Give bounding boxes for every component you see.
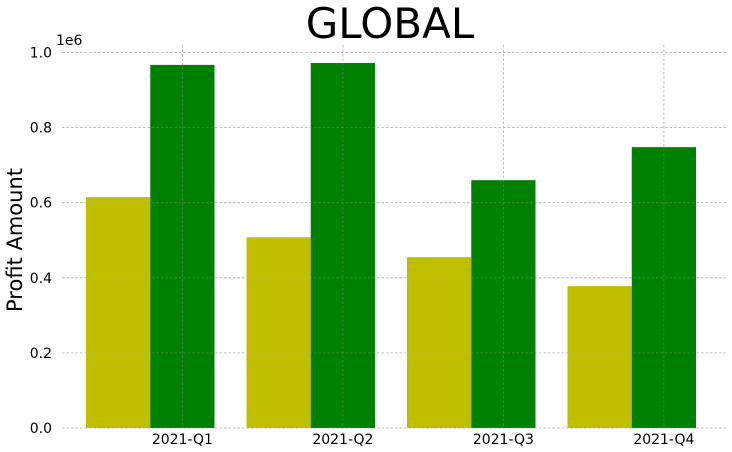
y-tick-label: 1.0 [30, 46, 52, 62]
bar-2021-Q2-series-1 [246, 237, 311, 428]
bar-2021-Q2-series-2 [310, 63, 375, 428]
x-tick-label: 2021-Q4 [633, 432, 694, 448]
y-tick-label: 0.4 [30, 271, 52, 287]
y-tick-label: 0.6 [30, 196, 52, 212]
bars [62, 45, 726, 429]
bar-2021-Q4-series-1 [567, 286, 632, 428]
x-tick-label: 2021-Q3 [473, 432, 534, 448]
x-axis-ticks: 2021-Q1 2021-Q2 2021-Q3 2021-Q4 [152, 432, 695, 448]
y-axis-ticks: 0.0 0.2 0.4 0.6 0.8 1.0 [30, 46, 52, 437]
y-tick-label: 0.0 [30, 421, 52, 437]
bar-2021-Q3-series-2 [471, 180, 536, 428]
bar-2021-Q1-series-1 [86, 197, 151, 428]
y-tick-label: 0.8 [30, 121, 52, 137]
bar-2021-Q1-series-2 [150, 64, 215, 429]
y-axis-offset-label: 1e6 [56, 33, 83, 49]
bar-2021-Q3-series-1 [407, 257, 472, 428]
y-axis-label: Profit Amount [3, 168, 27, 312]
x-tick-label: 2021-Q1 [152, 432, 213, 448]
x-tick-label: 2021-Q2 [312, 432, 373, 448]
bar-2021-Q4-series-2 [631, 147, 696, 428]
chart-title: GLOBAL [306, 0, 475, 48]
y-tick-label: 0.2 [30, 346, 52, 362]
